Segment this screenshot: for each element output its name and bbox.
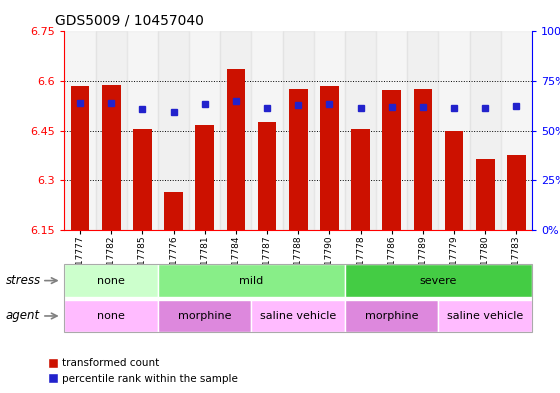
- Bar: [407, 31, 438, 230]
- Bar: [289, 89, 307, 230]
- Bar: [96, 31, 127, 230]
- Bar: [251, 31, 283, 230]
- Text: saline vehicle: saline vehicle: [260, 311, 337, 321]
- Bar: [476, 159, 494, 230]
- Bar: [102, 85, 120, 230]
- Bar: [445, 131, 464, 230]
- Bar: [507, 156, 526, 230]
- Text: mild: mild: [239, 275, 264, 286]
- Bar: [345, 31, 376, 230]
- Text: morphine: morphine: [365, 311, 418, 321]
- Bar: [258, 122, 277, 230]
- Bar: [382, 90, 401, 230]
- Text: GDS5009 / 10457040: GDS5009 / 10457040: [55, 13, 204, 28]
- Text: severe: severe: [420, 275, 457, 286]
- Text: none: none: [97, 311, 125, 321]
- Bar: [195, 125, 214, 230]
- Bar: [438, 31, 470, 230]
- Bar: [133, 129, 152, 230]
- Text: saline vehicle: saline vehicle: [447, 311, 524, 321]
- Bar: [164, 192, 183, 230]
- Bar: [314, 31, 345, 230]
- Bar: [376, 31, 407, 230]
- Bar: [351, 129, 370, 230]
- Bar: [226, 70, 245, 230]
- Bar: [71, 86, 90, 230]
- Bar: [283, 31, 314, 230]
- Legend: transformed count, percentile rank within the sample: transformed count, percentile rank withi…: [44, 354, 242, 388]
- Bar: [470, 31, 501, 230]
- Bar: [320, 86, 339, 230]
- Bar: [220, 31, 251, 230]
- Bar: [158, 31, 189, 230]
- Bar: [64, 31, 96, 230]
- Text: agent: agent: [6, 309, 40, 323]
- Text: none: none: [97, 275, 125, 286]
- Bar: [501, 31, 532, 230]
- Text: stress: stress: [6, 274, 41, 287]
- Bar: [189, 31, 220, 230]
- Text: morphine: morphine: [178, 311, 231, 321]
- Bar: [127, 31, 158, 230]
- Bar: [413, 89, 432, 230]
